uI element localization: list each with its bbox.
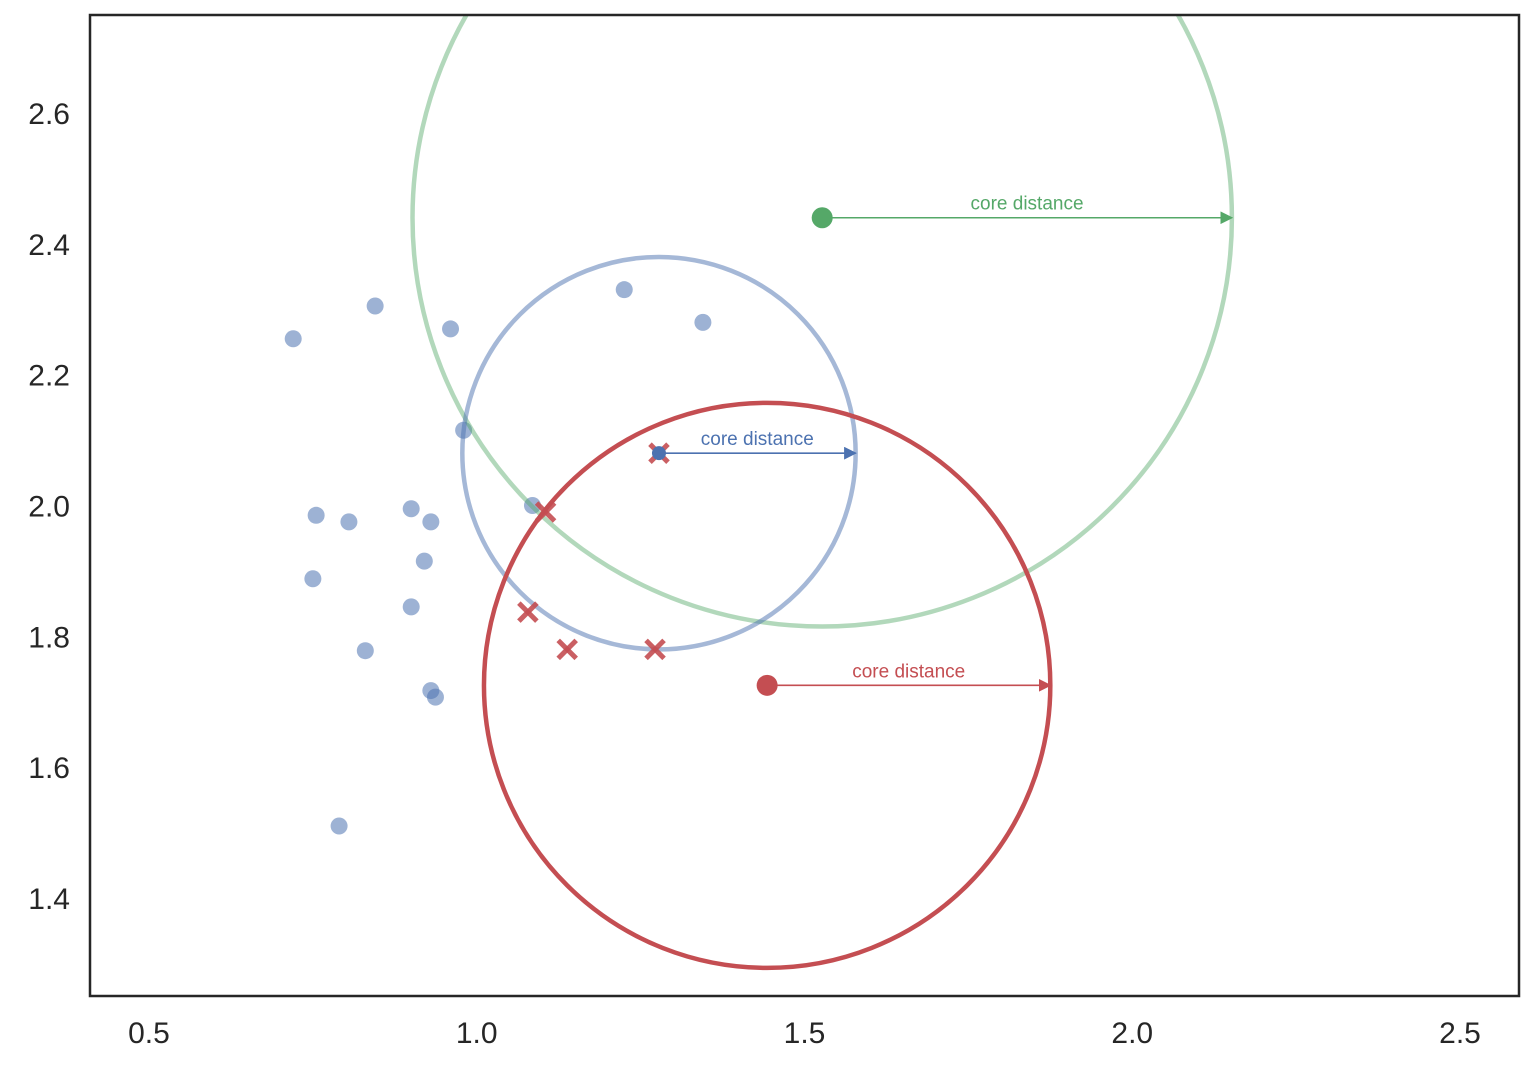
data-point <box>330 817 348 835</box>
data-point <box>694 313 712 331</box>
plot-area: core distance core distance core distance <box>284 15 1235 971</box>
data-point <box>340 513 358 531</box>
x-marker-stroke <box>556 638 578 661</box>
data-point <box>307 506 325 524</box>
plot-frame <box>88 13 1521 998</box>
x-marker-stroke <box>534 501 557 523</box>
core-distance-label-red: core distance <box>852 661 965 682</box>
core-distance-circle-green <box>410 15 1235 629</box>
x-tick-label: 1.0 <box>456 1017 498 1050</box>
data-point <box>356 642 374 660</box>
data-point <box>304 570 322 588</box>
data-point <box>426 688 444 706</box>
data-point <box>442 320 460 338</box>
data-point <box>402 598 420 616</box>
y-tick-label: 1.6 <box>28 752 70 785</box>
y-tick-label: 1.8 <box>28 621 70 654</box>
data-point <box>615 281 633 299</box>
data-point <box>415 552 433 570</box>
x-tick-label: 2.0 <box>1111 1017 1153 1050</box>
data-point <box>422 513 440 531</box>
data-point <box>284 330 302 348</box>
y-tick-label: 2.0 <box>28 491 70 524</box>
data-point <box>523 497 541 514</box>
y-tick-label: 2.6 <box>28 98 70 131</box>
highlighted-x-marker <box>556 638 578 661</box>
highlighted-x-marker <box>644 638 666 661</box>
highlighted-x-marker <box>517 601 539 623</box>
data-point <box>402 500 420 518</box>
x-tick-label: 2.5 <box>1439 1017 1481 1050</box>
highlighted-x-marker <box>534 501 557 523</box>
y-tick-label: 2.2 <box>28 360 70 393</box>
y-tick-label: 1.4 <box>28 883 70 916</box>
core-distance-label-green: core distance <box>971 194 1084 215</box>
axis-ticks: 0.5 1.0 1.5 2.0 2.5 1.4 1.6 1.8 2.0 2.2 2.4 2.6 <box>28 98 1481 1050</box>
x-tick-label: 0.5 <box>128 1017 170 1050</box>
data-point <box>366 297 384 315</box>
x-marker-stroke <box>644 638 666 661</box>
y-tick-label: 2.4 <box>28 229 70 262</box>
core-distance-label-blue: core distance <box>701 429 814 450</box>
x-tick-label: 1.5 <box>784 1017 826 1050</box>
x-marker-stroke <box>517 601 539 623</box>
